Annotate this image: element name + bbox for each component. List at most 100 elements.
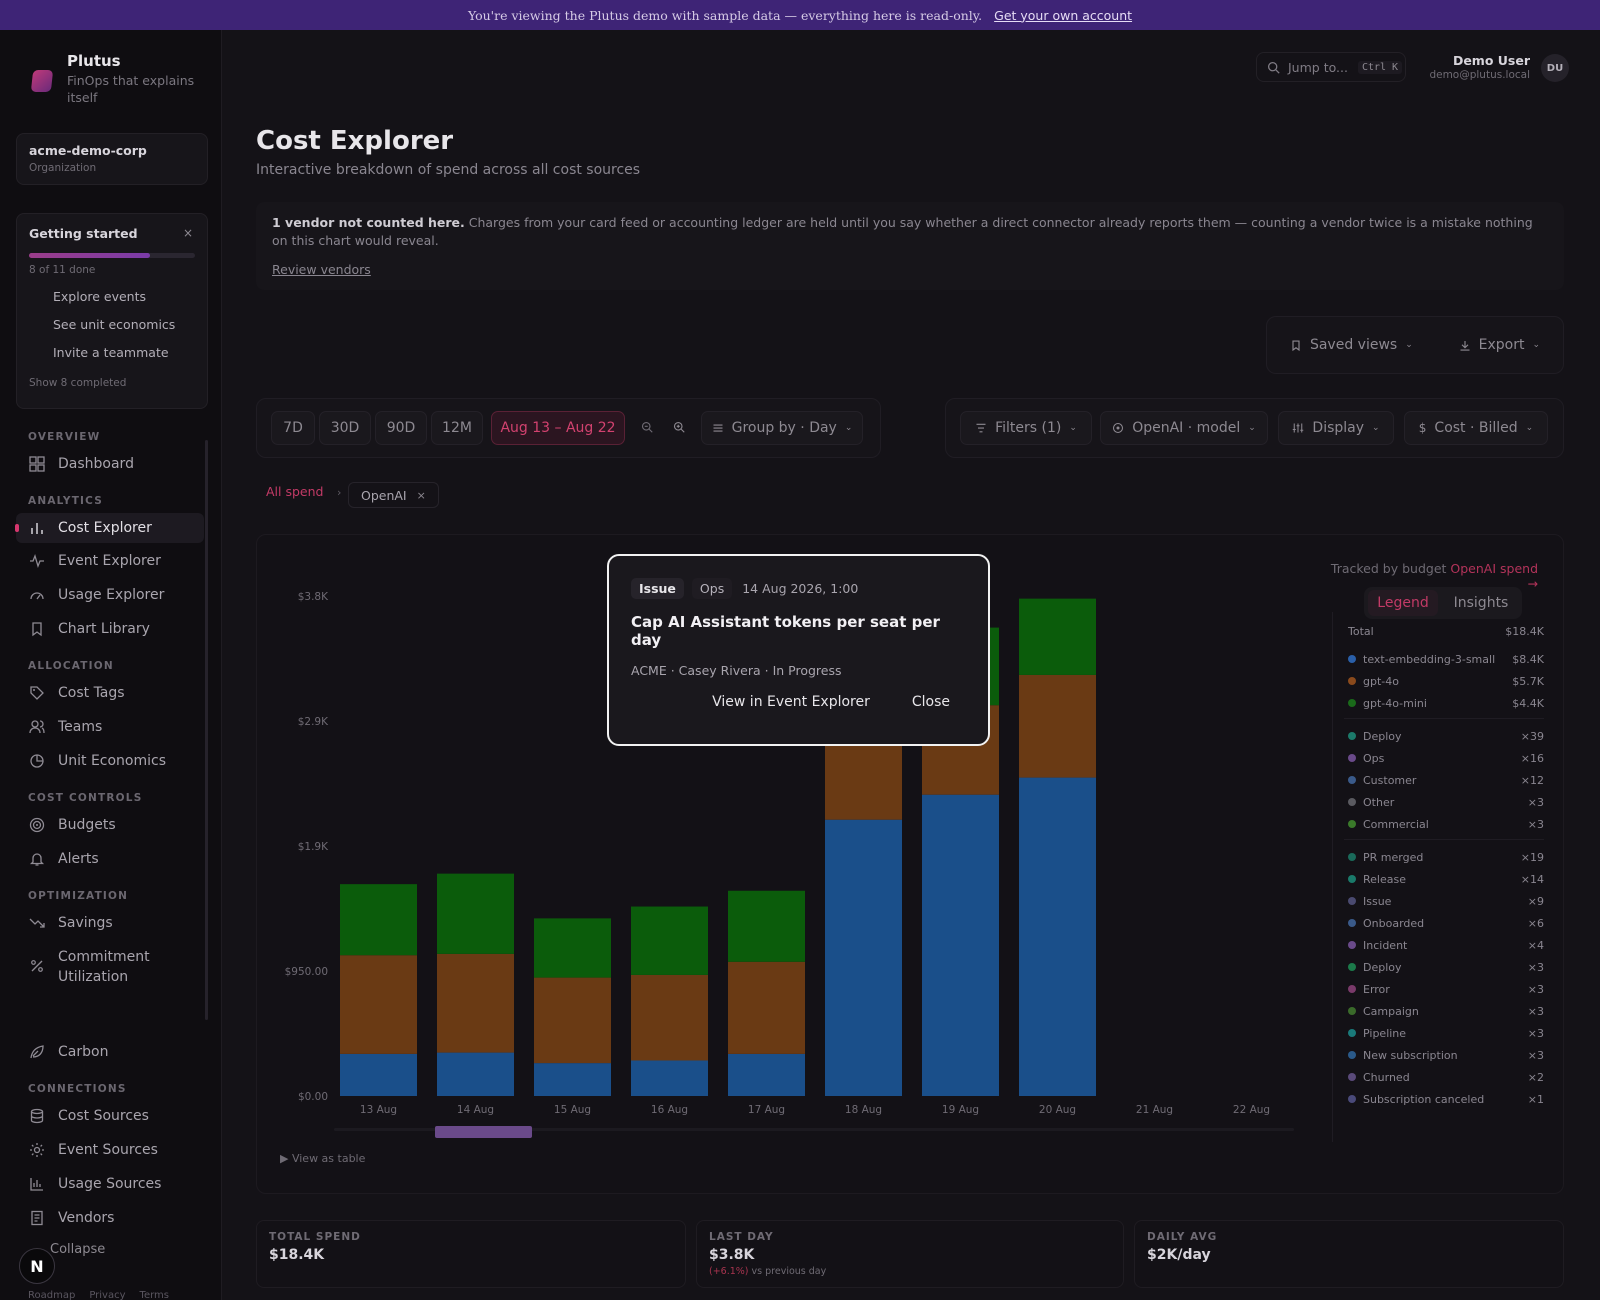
bar-segment-text-embedding-3-small[interactable]	[437, 1052, 514, 1096]
legend-item-event[interactable]: Onboarded ×6	[1332, 914, 1544, 932]
sidebar-item-cost-sources[interactable]: Cost Sources	[16, 1101, 204, 1131]
get-account-link[interactable]: Get your own account	[994, 7, 1133, 23]
sidebar-item-chart-library[interactable]: Chart Library	[16, 614, 204, 644]
jump-to-search[interactable]: Jump to... Ctrl K	[1256, 52, 1406, 82]
tab-legend[interactable]: Legend	[1368, 590, 1438, 616]
bar-segment-gpt-4o-mini[interactable]	[340, 884, 417, 956]
sidebar-item-event-sources[interactable]: Event Sources	[16, 1135, 204, 1165]
legend-item-event[interactable]: Release ×14	[1332, 870, 1544, 888]
range-30d-button[interactable]: 30D	[319, 411, 371, 445]
view-as-table-toggle[interactable]: ▶ View as table	[280, 1152, 366, 1165]
legend-item-category[interactable]: Ops ×16	[1332, 749, 1544, 767]
export-button[interactable]: Export ⌄	[1459, 337, 1540, 353]
bar-segment-text-embedding-3-small[interactable]	[728, 1053, 805, 1096]
legend-item-event[interactable]: Churned ×2	[1332, 1068, 1544, 1086]
bar-segment-gpt-4o[interactable]	[534, 977, 611, 1064]
saved-views-button[interactable]: Saved views ⌄	[1290, 337, 1413, 353]
zoom-in-icon[interactable]	[673, 421, 685, 437]
chart-brush-handle[interactable]	[435, 1126, 532, 1138]
legend-item-category[interactable]: Deploy ×39	[1332, 727, 1544, 745]
sidebar-scrollbar[interactable]	[205, 440, 208, 1020]
legend-item-event[interactable]: Campaign ×3	[1332, 1002, 1544, 1020]
legend-item-event[interactable]: Deploy ×3	[1332, 958, 1544, 976]
tab-insights[interactable]: Insights	[1453, 595, 1509, 611]
filters-button[interactable]: Filters (1) ⌄	[960, 411, 1092, 445]
legend-item-category[interactable]: Other ×3	[1332, 793, 1544, 811]
zoom-out-icon[interactable]	[641, 421, 653, 437]
sidebar-item-usage-explorer[interactable]: Usage Explorer	[16, 580, 204, 610]
dimension-button[interactable]: OpenAI · model ⌄	[1100, 411, 1268, 445]
legend-item-event[interactable]: Issue ×9	[1332, 892, 1544, 910]
view-in-event-explorer-button[interactable]: View in Event Explorer	[712, 694, 870, 710]
sidebar-item-cost-tags[interactable]: Cost Tags	[16, 678, 204, 708]
sidebar-item-usage-sources[interactable]: Usage Sources	[16, 1169, 204, 1199]
legend-item-event[interactable]: PR merged ×19	[1332, 848, 1544, 866]
cost-metric-button[interactable]: $ Cost · Billed ⌄	[1404, 411, 1548, 445]
bar-segment-text-embedding-3-small[interactable]	[534, 1063, 611, 1096]
legend-item-event[interactable]: Pipeline ×3	[1332, 1024, 1544, 1042]
bar-segment-text-embedding-3-small[interactable]	[922, 794, 999, 1096]
close-icon[interactable]: ×	[182, 226, 193, 240]
bar-segment-gpt-4o-mini[interactable]	[534, 918, 611, 978]
sidebar-item-cost-explorer[interactable]: Cost Explorer	[15, 513, 204, 543]
range-7d-button[interactable]: 7D	[271, 411, 315, 445]
legend-item-category[interactable]: Customer ×12	[1332, 771, 1544, 789]
custom-range-button[interactable]: Aug 13 – Aug 22	[491, 411, 625, 445]
legend-item-category[interactable]: Commercial ×3	[1332, 815, 1544, 833]
footer-privacy-link[interactable]: Privacy	[89, 1290, 126, 1300]
range-12m-button[interactable]: 12M	[431, 411, 483, 445]
sidebar-item-carbon[interactable]: Carbon	[16, 1037, 204, 1067]
bar-segment-gpt-4o-mini[interactable]	[437, 873, 514, 954]
bar-segment-gpt-4o[interactable]	[728, 961, 805, 1054]
legend-item-event[interactable]: Incident ×4	[1332, 936, 1544, 954]
bar-segment-gpt-4o-mini[interactable]	[728, 890, 805, 962]
bar-segment-text-embedding-3-small[interactable]	[631, 1060, 708, 1096]
footer-roadmap-link[interactable]: Roadmap	[28, 1290, 76, 1300]
budget-link[interactable]: OpenAI spend →	[1450, 561, 1538, 591]
remove-icon[interactable]: ×	[416, 488, 426, 502]
bar-segment-text-embedding-3-small[interactable]	[340, 1053, 417, 1096]
legend-total[interactable]: Total $18.4K	[1332, 622, 1544, 640]
dev-badge-icon[interactable]: N	[19, 1248, 55, 1284]
sidebar-item-alerts[interactable]: Alerts	[16, 844, 204, 874]
legend-item-event[interactable]: Error ×3	[1332, 980, 1544, 998]
sidebar-item-budgets[interactable]: Budgets	[16, 810, 204, 840]
breadcrumb-openai[interactable]: OpenAI ×	[348, 482, 439, 508]
collapse-button[interactable]: Collapse	[50, 1242, 106, 1257]
org-switcher[interactable]: acme-demo-corp Organization	[16, 133, 208, 185]
bar-segment-text-embedding-3-small[interactable]	[1019, 777, 1096, 1096]
legend-item-model[interactable]: gpt-4o $5.7K	[1332, 672, 1544, 690]
bar-segment-gpt-4o-mini[interactable]	[631, 906, 708, 975]
show-completed-link[interactable]: Show 8 completed	[29, 377, 127, 389]
legend-item-event[interactable]: New subscription ×3	[1332, 1046, 1544, 1064]
bar-segment-gpt-4o[interactable]	[1019, 674, 1096, 778]
footer-terms-link[interactable]: Terms	[139, 1290, 169, 1300]
breadcrumb-all-spend[interactable]: All spend	[266, 484, 324, 499]
checklist-item-explore-events[interactable]: Explore events	[53, 289, 146, 304]
display-button[interactable]: Display ⌄	[1278, 411, 1394, 445]
checklist-item-invite-teammate[interactable]: Invite a teammate	[53, 345, 169, 360]
user-menu[interactable]: Demo User demo@plutus.local	[1420, 53, 1530, 81]
bar-segment-gpt-4o-mini[interactable]	[1019, 598, 1096, 675]
range-90d-button[interactable]: 90D	[375, 411, 427, 445]
avatar[interactable]: DU	[1541, 54, 1569, 82]
sidebar-item-unit-economics[interactable]: Unit Economics	[16, 746, 204, 776]
bar-segment-gpt-4o[interactable]	[631, 974, 708, 1061]
review-vendors-link[interactable]: Review vendors	[272, 262, 371, 277]
legend-item-event[interactable]: Subscription canceled ×1	[1332, 1090, 1544, 1108]
sidebar-item-event-explorer[interactable]: Event Explorer	[16, 546, 204, 576]
legend-item-model[interactable]: text-embedding-3-small $8.4K	[1332, 650, 1544, 668]
sidebar-item-savings[interactable]: Savings	[16, 908, 204, 938]
legend-item-model[interactable]: gpt-4o-mini $4.4K	[1332, 694, 1544, 712]
sidebar-item-commitment-utilization[interactable]: Commitment Utilization	[16, 942, 204, 986]
sidebar-item-dashboard[interactable]: Dashboard	[16, 449, 204, 479]
bar-segment-text-embedding-3-small[interactable]	[825, 819, 902, 1096]
checklist-item-unit-economics[interactable]: See unit economics	[53, 317, 176, 332]
bar-segment-gpt-4o[interactable]	[437, 953, 514, 1053]
chart-scroll-track[interactable]	[334, 1128, 1294, 1131]
group-by-button[interactable]: Group by · Day ⌄	[701, 411, 863, 445]
sidebar-item-vendors[interactable]: Vendors	[16, 1203, 204, 1233]
sidebar-item-teams[interactable]: Teams	[16, 712, 204, 742]
close-button[interactable]: Close	[911, 694, 950, 710]
bar-segment-gpt-4o[interactable]	[340, 955, 417, 1054]
